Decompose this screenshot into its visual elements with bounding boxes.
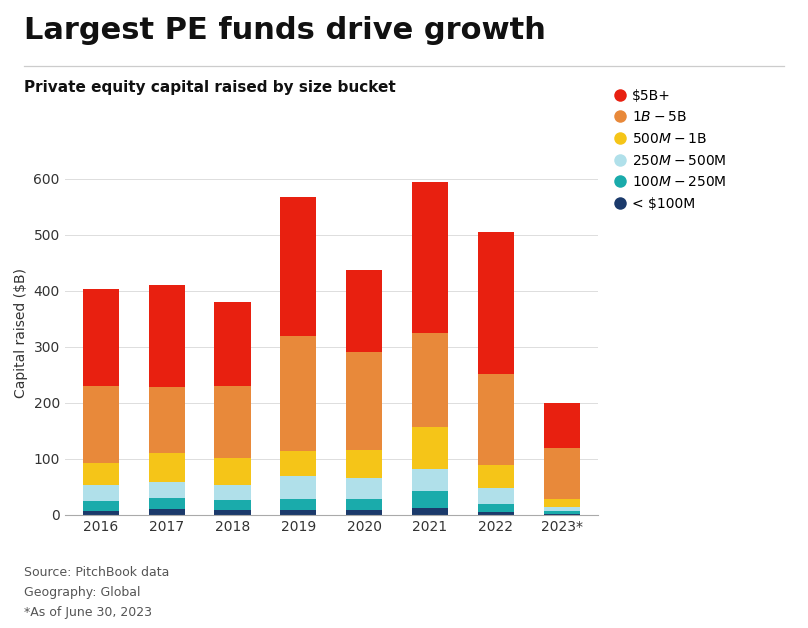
- Bar: [214, 302, 250, 386]
- Bar: [412, 427, 448, 469]
- Bar: [346, 269, 382, 352]
- Bar: [544, 499, 580, 507]
- Bar: [346, 499, 382, 511]
- Bar: [82, 289, 119, 386]
- Bar: [478, 232, 514, 374]
- Bar: [214, 485, 250, 501]
- Bar: [544, 507, 580, 511]
- Bar: [149, 285, 185, 387]
- Bar: [214, 386, 250, 458]
- Bar: [280, 197, 317, 335]
- Bar: [478, 465, 514, 488]
- Bar: [214, 501, 250, 511]
- Bar: [149, 482, 185, 498]
- Bar: [412, 508, 448, 515]
- Bar: [346, 511, 382, 515]
- Bar: [280, 511, 317, 515]
- Bar: [346, 478, 382, 499]
- Text: Source: PitchBook data
Geography: Global
*As of June 30, 2023: Source: PitchBook data Geography: Global…: [24, 566, 170, 619]
- Bar: [544, 514, 580, 515]
- Bar: [82, 501, 119, 511]
- Bar: [214, 458, 250, 485]
- Bar: [412, 469, 448, 492]
- Legend: $5B+, $1B-$5B, $500M-$1B, $250M-$500M, $100M-$250M, < $100M: $5B+, $1B-$5B, $500M-$1B, $250M-$500M, $…: [617, 89, 727, 211]
- Bar: [149, 453, 185, 482]
- Bar: [478, 504, 514, 512]
- Bar: [346, 450, 382, 478]
- Bar: [478, 488, 514, 504]
- Bar: [412, 492, 448, 508]
- Bar: [346, 352, 382, 450]
- Bar: [280, 335, 317, 450]
- Text: Largest PE funds drive growth: Largest PE funds drive growth: [24, 16, 546, 45]
- Bar: [412, 333, 448, 427]
- Bar: [478, 512, 514, 515]
- Bar: [544, 511, 580, 514]
- Bar: [280, 499, 317, 511]
- Bar: [280, 450, 317, 476]
- Bar: [149, 498, 185, 509]
- Bar: [82, 485, 119, 501]
- Bar: [149, 509, 185, 515]
- Bar: [149, 387, 185, 453]
- Y-axis label: Capital raised ($B): Capital raised ($B): [14, 268, 27, 398]
- Bar: [412, 181, 448, 333]
- Bar: [478, 374, 514, 465]
- Bar: [82, 386, 119, 463]
- Bar: [544, 448, 580, 499]
- Bar: [544, 403, 580, 448]
- Bar: [214, 511, 250, 515]
- Text: Private equity capital raised by size bucket: Private equity capital raised by size bu…: [24, 80, 396, 95]
- Bar: [82, 511, 119, 515]
- Bar: [280, 476, 317, 499]
- Bar: [82, 463, 119, 485]
